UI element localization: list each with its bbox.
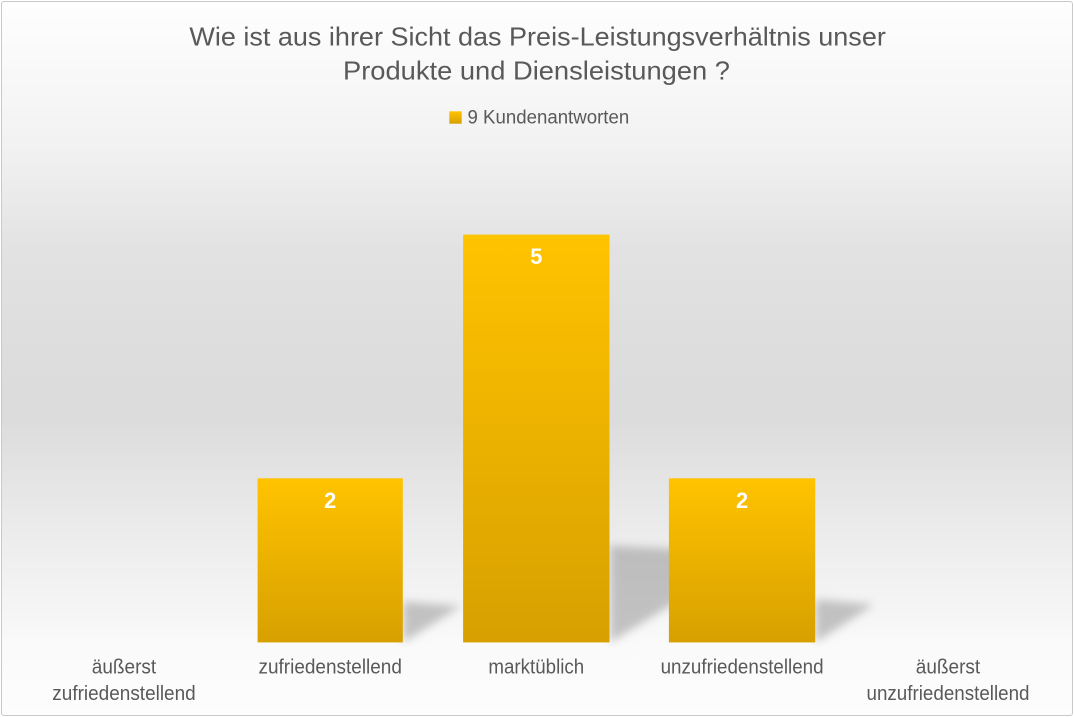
svg-text:äußerst: äußerst <box>92 656 157 679</box>
svg-text:2: 2 <box>324 488 336 513</box>
svg-text:2: 2 <box>736 488 748 513</box>
svg-text:marktüblich: marktüblich <box>488 656 584 679</box>
svg-text:zufriedenstellend: zufriedenstellend <box>52 682 195 705</box>
svg-text:5: 5 <box>530 244 542 269</box>
svg-text:unzufriedenstellend: unzufriedenstellend <box>867 682 1030 705</box>
svg-text:unzufriedenstellend: unzufriedenstellend <box>661 656 824 679</box>
svg-text:9 Kundenantworten: 9 Kundenantworten <box>468 106 630 128</box>
svg-text:äußerst: äußerst <box>916 656 981 679</box>
svg-text:zufriedenstellend: zufriedenstellend <box>259 656 402 679</box>
svg-text:Produkte und Diensleistungen ?: Produkte und Diensleistungen ? <box>343 55 730 85</box>
svg-text:Wie ist aus ihrer Sicht das Pr: Wie ist aus ihrer Sicht das Preis-Leistu… <box>189 22 886 52</box>
